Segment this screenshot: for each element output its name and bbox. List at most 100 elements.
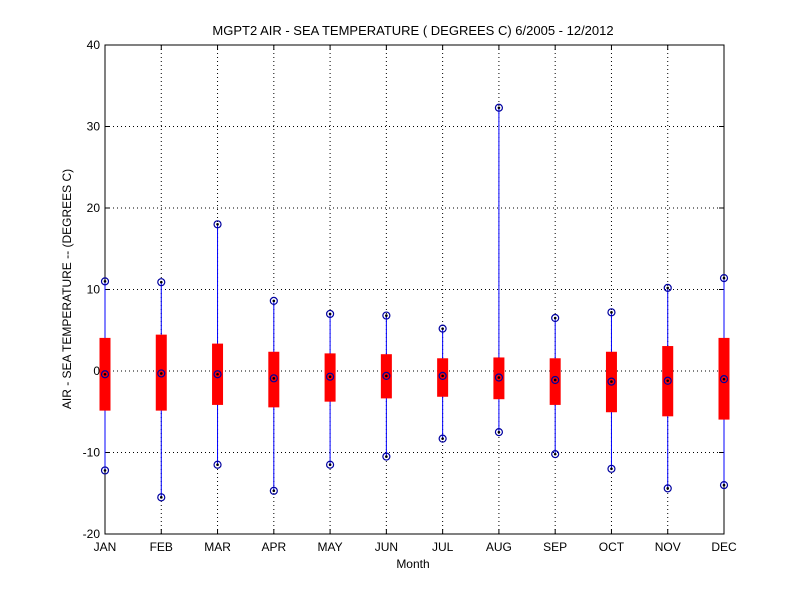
y-tick-label: 20	[87, 201, 101, 215]
min-marker-dot	[553, 452, 557, 456]
grid-layer	[105, 45, 724, 534]
box-layer	[99, 103, 730, 502]
max-marker	[213, 220, 222, 229]
x-tick-label-may: MAY	[318, 540, 343, 554]
max-marker-dot	[328, 312, 332, 316]
max-marker-dot	[159, 280, 163, 284]
median-marker-dot	[159, 372, 163, 375]
max-marker	[438, 324, 447, 333]
median-marker	[157, 369, 166, 378]
min-marker	[494, 428, 504, 437]
max-marker-dot	[216, 223, 219, 226]
min-marker-dot	[159, 496, 163, 499]
x-tick-label-feb: FEB	[150, 540, 173, 554]
min-marker-dot	[441, 437, 444, 440]
median-marker-dot	[385, 374, 388, 378]
median-marker	[719, 375, 729, 384]
median-marker	[269, 374, 278, 383]
median-marker	[325, 372, 335, 381]
iqr-box	[549, 358, 561, 405]
box-feb	[155, 278, 167, 502]
box-nov	[662, 283, 674, 493]
iqr-box	[437, 358, 449, 397]
min-marker	[213, 460, 222, 469]
x-tick-label-jan: JAN	[94, 540, 117, 554]
median-marker	[607, 377, 616, 386]
max-marker	[663, 283, 672, 292]
median-marker-dot	[610, 380, 613, 383]
max-marker-dot	[610, 311, 613, 314]
max-marker	[325, 309, 335, 319]
chart-title: MGPT2 AIR - SEA TEMPERATURE ( DEGREES C)…	[212, 23, 613, 38]
median-marker	[494, 373, 504, 382]
box-jan	[99, 277, 111, 475]
x-tick-label-aug: AUG	[486, 540, 512, 554]
median-marker-dot	[666, 379, 670, 383]
min-marker	[663, 484, 672, 493]
y-tick-label: -20	[83, 527, 101, 541]
x-axis-label: Month	[396, 557, 429, 571]
box-mar	[212, 220, 224, 469]
y-tick-label: -10	[83, 446, 101, 460]
x-tick-label-oct: OCT	[599, 540, 625, 554]
median-marker-dot	[103, 372, 107, 376]
min-marker	[100, 466, 110, 475]
median-marker-dot	[272, 377, 276, 380]
x-tick-label-sep: SEP	[543, 540, 567, 554]
y-tick-label: 10	[87, 283, 101, 297]
median-marker-dot	[441, 374, 444, 378]
y-tick-label: 30	[87, 120, 101, 134]
max-marker-dot	[441, 327, 444, 330]
box-apr	[268, 296, 280, 495]
max-marker	[719, 273, 729, 283]
box-jul	[437, 324, 449, 443]
min-marker-dot	[666, 487, 670, 490]
max-marker-dot	[272, 299, 276, 303]
max-marker	[157, 278, 166, 287]
x-tick-label-mar: MAR	[204, 540, 231, 554]
y-axis-ticks: -20 -10 0 10 20 30 40	[83, 38, 724, 541]
min-marker-dot	[328, 463, 332, 467]
y-tick-label: 0	[93, 364, 100, 378]
max-marker	[269, 296, 278, 306]
median-marker-dot	[216, 372, 219, 376]
x-tick-label-jun: JUN	[375, 540, 398, 554]
x-axis-ticks: JAN FEB MAR APR MAY JUN JUL AUG SEP OCT NOV DEC	[94, 45, 737, 554]
max-marker	[494, 103, 504, 112]
max-marker-dot	[666, 286, 670, 290]
min-marker-dot	[722, 483, 726, 487]
max-marker	[607, 308, 616, 317]
max-marker-dot	[385, 314, 388, 317]
max-marker	[100, 277, 110, 286]
box-oct	[605, 308, 617, 473]
median-marker-dot	[497, 376, 501, 379]
median-marker	[382, 371, 391, 380]
min-marker	[551, 450, 560, 459]
max-marker	[551, 313, 560, 323]
min-marker-dot	[385, 455, 388, 458]
median-marker	[213, 370, 222, 379]
x-tick-label-dec: DEC	[711, 540, 737, 554]
min-marker-dot	[103, 469, 107, 472]
min-marker	[157, 493, 166, 502]
min-marker-dot	[497, 430, 501, 434]
min-marker-dot	[272, 489, 276, 493]
min-marker	[719, 481, 729, 490]
max-marker-dot	[722, 276, 726, 280]
median-marker	[551, 375, 560, 385]
min-marker-dot	[610, 467, 613, 471]
box-jun	[380, 311, 392, 461]
median-marker	[100, 370, 110, 379]
max-marker	[382, 311, 391, 320]
max-marker-dot	[497, 106, 501, 110]
min-marker	[269, 486, 278, 495]
min-marker	[607, 464, 616, 473]
median-marker-dot	[328, 375, 332, 379]
median-marker	[438, 371, 447, 380]
box-aug	[493, 103, 505, 437]
min-marker-dot	[216, 463, 219, 467]
x-tick-label-nov: NOV	[655, 540, 681, 554]
box-dec	[718, 273, 730, 490]
min-marker	[325, 460, 335, 469]
box-may	[324, 309, 336, 469]
